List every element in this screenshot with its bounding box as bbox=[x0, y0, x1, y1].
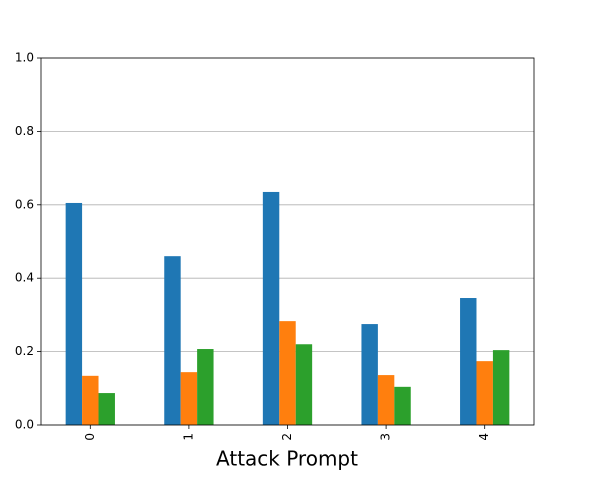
plot-frame bbox=[40, 57, 535, 426]
x-axis-label: Attack Prompt bbox=[216, 447, 358, 471]
y-tick-label: 1.0 bbox=[15, 51, 34, 65]
bar bbox=[65, 202, 83, 425]
x-tick-label: 4 bbox=[477, 433, 491, 441]
bar bbox=[164, 256, 181, 425]
x-tick-label: 3 bbox=[379, 433, 393, 441]
y-tick-label: 0.2 bbox=[15, 344, 34, 358]
bar bbox=[492, 350, 510, 425]
y-tick-label: 0.0 bbox=[15, 418, 34, 432]
x-tick-label: 0 bbox=[83, 433, 97, 441]
bar bbox=[262, 191, 280, 425]
x-tick-label: 1 bbox=[181, 433, 195, 441]
y-tick-label: 0.8 bbox=[15, 124, 34, 138]
bar bbox=[279, 321, 296, 425]
bar bbox=[476, 361, 493, 425]
bar bbox=[361, 324, 378, 425]
bar bbox=[82, 375, 99, 425]
bar bbox=[197, 349, 214, 425]
bar bbox=[295, 344, 313, 425]
bar bbox=[460, 298, 477, 425]
bar bbox=[98, 393, 115, 425]
bar bbox=[180, 372, 198, 425]
bar bbox=[394, 386, 411, 425]
y-tick-label: 0.6 bbox=[15, 197, 34, 211]
y-tick-label: 0.4 bbox=[15, 271, 34, 285]
bar bbox=[377, 375, 395, 425]
x-tick-label: 2 bbox=[280, 433, 294, 441]
